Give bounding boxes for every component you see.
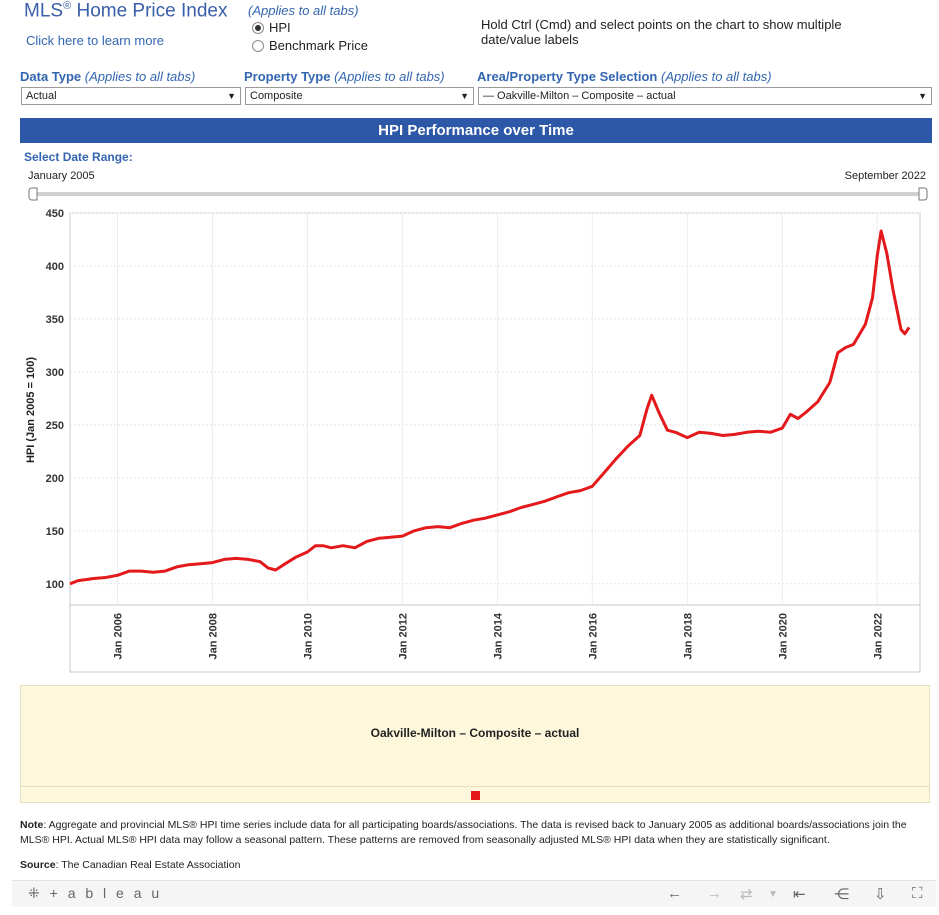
source-text: Source: The Canadian Real Estate Associa… xyxy=(20,859,241,871)
share-icon[interactable]: ⋲ xyxy=(834,886,849,903)
x-tick-label: Jan 2006 xyxy=(112,613,124,659)
download-icon[interactable]: ⇩ xyxy=(874,886,887,903)
property-type-select[interactable]: Composite ▼ xyxy=(245,87,474,105)
tableau-logo: ⁜ + a b l e a u xyxy=(28,885,163,901)
y-tick-label: 200 xyxy=(46,473,64,485)
x-tick-label: Jan 2012 xyxy=(397,613,409,659)
slider-start-handle-icon[interactable] xyxy=(28,187,38,201)
slider-end-handle-icon[interactable] xyxy=(918,187,928,201)
date-range-slider-track[interactable] xyxy=(33,192,923,196)
radio-unselected-icon[interactable] xyxy=(252,39,264,52)
x-tick-label: Jan 2020 xyxy=(777,613,789,659)
chevron-down-icon[interactable]: ▼ xyxy=(460,91,469,101)
date-range-label: Select Date Range: xyxy=(24,150,133,164)
radio-selected-icon[interactable] xyxy=(252,21,264,34)
y-tick-label: 100 xyxy=(46,579,64,591)
x-tick-label: Jan 2014 xyxy=(492,612,504,659)
date-range-start: January 2005 xyxy=(28,170,95,182)
data-type-label: Data Type (Applies to all tabs) xyxy=(20,69,196,84)
radio-benchmark-price[interactable]: Benchmark Price xyxy=(252,38,368,53)
series-line[interactable] xyxy=(69,229,911,586)
legend-divider xyxy=(21,786,929,787)
undo-icon[interactable]: ← xyxy=(667,885,682,902)
x-tick-label: Jan 2016 xyxy=(587,613,599,659)
legend-title: Oakville-Milton – Composite – actual xyxy=(370,726,580,740)
property-type-label: Property Type (Applies to all tabs) xyxy=(244,69,445,84)
y-tick-label: 350 xyxy=(46,314,64,326)
chevron-down-icon[interactable]: ▼ xyxy=(227,91,236,101)
date-range-end: September 2022 xyxy=(844,170,926,182)
revert-all-icon[interactable]: ⇤ xyxy=(793,886,806,903)
chevron-down-icon[interactable]: ▼ xyxy=(768,889,778,900)
tableau-toolbar: ⁜ + a b l e a u ← → ⇄ ▼ ⇤ ⋲ ⇩ ⛶ xyxy=(12,880,936,907)
applies-note: (Applies to all tabs) xyxy=(248,3,359,18)
y-tick-label: 250 xyxy=(46,420,64,432)
legend-swatch[interactable] xyxy=(471,791,480,800)
area-selection-label: Area/Property Type Selection (Applies to… xyxy=(477,69,772,84)
data-type-select[interactable]: Actual ▼ xyxy=(21,87,241,105)
plot-area xyxy=(69,212,921,673)
y-tick-label: 400 xyxy=(46,261,64,273)
multi-select-hint: Hold Ctrl (Cmd) and select points on the… xyxy=(481,17,842,47)
x-tick-label: Jan 2010 xyxy=(302,613,314,659)
area-select[interactable]: — Oakville-Milton – Composite – actual ▼ xyxy=(478,87,932,105)
redo-icon[interactable]: → xyxy=(707,885,722,902)
fullscreen-icon[interactable]: ⛶ xyxy=(912,885,923,902)
y-tick-label: 450 xyxy=(46,208,64,220)
revert-icon[interactable]: ⇄ xyxy=(740,886,753,903)
learn-more-link[interactable]: Click here to learn more xyxy=(26,33,164,48)
x-tick-label: Jan 2022 xyxy=(872,613,884,659)
chevron-down-icon[interactable]: ▼ xyxy=(918,91,927,101)
legend-panel: Oakville-Milton – Composite – actual xyxy=(20,685,930,803)
x-tick-label: Jan 2008 xyxy=(207,613,219,659)
x-tick-label: Jan 2018 xyxy=(682,613,694,659)
y-axis-label: HPI (Jan 2005 = 100) xyxy=(25,357,37,463)
radio-hpi[interactable]: HPI xyxy=(252,20,291,35)
y-tick-label: 150 xyxy=(46,526,64,538)
app-title: MLS® Home Price Index xyxy=(24,0,228,22)
y-tick-label: 300 xyxy=(46,367,64,379)
note-text: Note: Aggregate and provincial MLS® HPI … xyxy=(20,819,907,846)
section-title-band: HPI Performance over Time xyxy=(20,118,932,143)
hpi-line-chart[interactable]: 100 150 200 250 300 350 400 450 Jan 2006 Jan 200… xyxy=(20,205,932,680)
